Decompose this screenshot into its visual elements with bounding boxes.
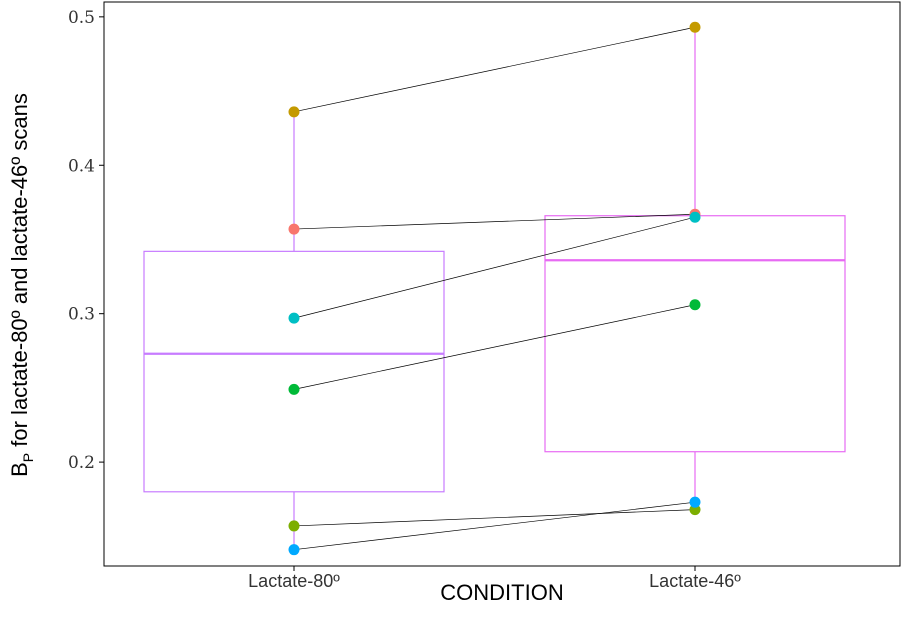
x-ticks-layer: Lactate-80º Lactate-46º [248, 566, 741, 591]
subject-line [293, 509, 696, 527]
plot-panel-border [103, 1, 901, 567]
y-axis-title-subscript: P [20, 453, 36, 462]
x-tick-label: Lactate-46º [649, 571, 741, 591]
subject-line [293, 213, 696, 230]
boxes-layer [143, 27, 846, 550]
data-point [689, 299, 701, 311]
y-ticks-layer: 0.2 0.3 0.4 0.5 [68, 8, 104, 473]
subject-line [293, 304, 696, 390]
data-point [288, 383, 300, 395]
y-tick-label: 0.5 [68, 8, 95, 28]
y-axis-title: BP for lactate-80º and lactate-46º scans [7, 93, 36, 477]
points-layer [288, 21, 701, 556]
subject-lines-layer [293, 26, 696, 551]
data-point [689, 21, 701, 33]
data-point [288, 312, 300, 324]
data-point [288, 544, 300, 556]
y-tick-label: 0.2 [68, 453, 95, 473]
data-point [288, 106, 300, 118]
box [544, 215, 846, 453]
subject-line [293, 26, 696, 113]
y-axis-title-rest: for lactate-80º and lactate-46º scans [7, 93, 32, 453]
box [143, 250, 445, 493]
x-tick-label: Lactate-80º [248, 571, 340, 591]
data-point [689, 211, 701, 223]
data-point [689, 496, 701, 508]
subject-line [293, 501, 696, 551]
data-point [288, 520, 300, 532]
y-axis-title-prefix: B [7, 462, 32, 477]
y-tick-label: 0.3 [68, 305, 95, 325]
subject-line [293, 216, 696, 319]
data-point [288, 223, 300, 235]
y-tick-label: 0.4 [68, 156, 95, 176]
x-axis-title: CONDITION [440, 580, 563, 605]
